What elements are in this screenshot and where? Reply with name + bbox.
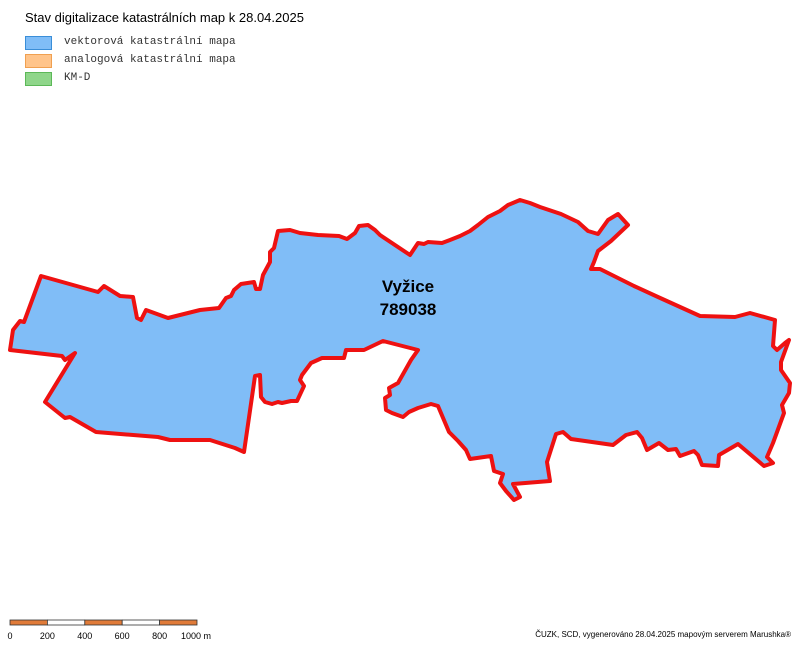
parcel-boundary: [8, 198, 792, 502]
scale-segment: [84, 619, 123, 626]
scale-label: 600: [115, 631, 130, 641]
scale-label: 800: [152, 631, 167, 641]
scale-bar: [9, 619, 198, 626]
legend-label: analogová katastrální mapa: [64, 54, 236, 66]
parcel-code: 789038: [380, 300, 437, 319]
scale-segment: [9, 619, 48, 626]
legend-swatch: [25, 72, 52, 86]
legend-label: KM-D: [64, 72, 91, 84]
legend-label: vektorová katastrální mapa: [64, 36, 236, 48]
scale-label: 200: [40, 631, 55, 641]
scale-segment: [121, 619, 160, 626]
map-title: Stav digitalizace katastrálních map k 28…: [25, 10, 304, 25]
scale-label: 1000 m: [181, 631, 211, 641]
legend-swatch: [25, 36, 52, 50]
scale-label: 400: [77, 631, 92, 641]
legend-swatch: [25, 54, 52, 68]
parcel-name: Vyžice: [382, 277, 434, 296]
scale-segment: [159, 619, 198, 626]
scale-label: 0: [7, 631, 12, 641]
credit: ČUZK, SCD, vygenerováno 28.04.2025 mapov…: [535, 630, 791, 639]
scale-segment: [47, 619, 86, 626]
